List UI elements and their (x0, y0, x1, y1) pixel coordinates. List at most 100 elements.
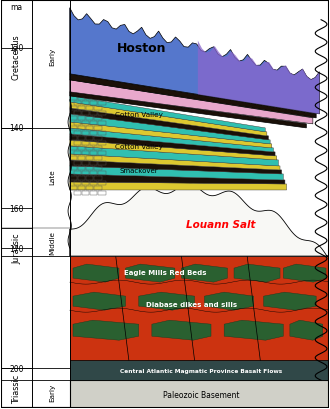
Bar (74, 171, 81, 175)
Bar (74, 191, 81, 196)
Polygon shape (70, 182, 286, 191)
Polygon shape (204, 292, 254, 310)
Polygon shape (70, 135, 275, 157)
Bar (90, 142, 97, 145)
Polygon shape (70, 360, 329, 380)
Bar (82, 111, 89, 115)
Text: Diabase dikes and sills: Diabase dikes and sills (146, 301, 237, 308)
Polygon shape (73, 320, 139, 340)
Polygon shape (70, 74, 316, 119)
Bar (94, 166, 102, 171)
Polygon shape (73, 292, 126, 310)
Text: Early: Early (50, 383, 56, 401)
Bar (82, 131, 89, 135)
Polygon shape (70, 380, 329, 408)
Bar (98, 142, 106, 145)
Text: Hoston: Hoston (117, 42, 167, 55)
Bar (74, 181, 81, 185)
Polygon shape (152, 320, 211, 340)
Bar (74, 101, 81, 106)
Bar (90, 101, 97, 106)
Bar (78, 97, 85, 101)
Bar (86, 177, 93, 180)
Polygon shape (70, 123, 272, 148)
Bar (82, 121, 89, 126)
Polygon shape (224, 320, 283, 340)
Bar (70, 107, 77, 110)
Polygon shape (70, 97, 265, 133)
Bar (74, 131, 81, 135)
Bar (86, 117, 93, 121)
Bar (70, 166, 77, 171)
Bar (78, 126, 85, 130)
Bar (86, 97, 93, 101)
Bar (70, 146, 77, 151)
Polygon shape (290, 320, 323, 340)
Text: Triassic: Triassic (12, 374, 21, 403)
Bar (78, 117, 85, 121)
Bar (74, 161, 81, 165)
Text: 160: 160 (9, 204, 24, 213)
Bar (94, 157, 102, 161)
Bar (90, 161, 97, 165)
Bar (98, 111, 106, 115)
Bar (94, 107, 102, 110)
Bar (82, 191, 89, 196)
Text: Cotton Valley: Cotton Valley (115, 144, 163, 150)
Bar (98, 131, 106, 135)
Bar (98, 181, 106, 185)
Text: Jurassic: Jurassic (12, 233, 21, 264)
Bar (94, 187, 102, 191)
Bar (86, 157, 93, 161)
Bar (70, 137, 77, 141)
Bar (78, 187, 85, 191)
Text: 170: 170 (9, 244, 24, 253)
Polygon shape (70, 128, 274, 153)
Bar (86, 137, 93, 141)
Bar (90, 151, 97, 155)
Bar (70, 187, 77, 191)
Polygon shape (70, 155, 280, 171)
Bar (90, 131, 97, 135)
Polygon shape (70, 115, 270, 144)
Bar (94, 137, 102, 141)
Bar (82, 101, 89, 106)
Bar (94, 117, 102, 121)
Bar (98, 101, 106, 106)
Bar (98, 171, 106, 175)
Text: ma: ma (11, 3, 22, 12)
Bar (94, 146, 102, 151)
Text: 200: 200 (9, 364, 24, 373)
Bar (94, 126, 102, 130)
Bar (70, 97, 77, 101)
Bar (98, 151, 106, 155)
Text: Middle: Middle (50, 231, 56, 254)
Text: 120: 120 (9, 44, 24, 53)
Bar (78, 166, 85, 171)
Bar (78, 157, 85, 161)
Bar (78, 177, 85, 180)
Text: Cotton Valley: Cotton Valley (115, 112, 163, 117)
Bar (74, 121, 81, 126)
Polygon shape (264, 292, 316, 310)
Bar (82, 151, 89, 155)
Bar (94, 97, 102, 101)
Polygon shape (182, 265, 227, 283)
Bar (90, 191, 97, 196)
Polygon shape (283, 265, 326, 283)
Bar (90, 121, 97, 126)
Bar (98, 121, 106, 126)
Text: Eagle Mills Red Beds: Eagle Mills Red Beds (124, 270, 206, 275)
Bar (74, 142, 81, 145)
Bar (82, 171, 89, 175)
Bar (86, 146, 93, 151)
Bar (86, 126, 93, 130)
Text: Paleozoic Basement: Paleozoic Basement (163, 390, 239, 399)
Bar (78, 146, 85, 151)
Polygon shape (70, 103, 267, 137)
Polygon shape (70, 166, 283, 180)
Text: Smackover: Smackover (119, 168, 158, 173)
Bar (78, 137, 85, 141)
Polygon shape (70, 92, 306, 128)
Bar (98, 161, 106, 165)
